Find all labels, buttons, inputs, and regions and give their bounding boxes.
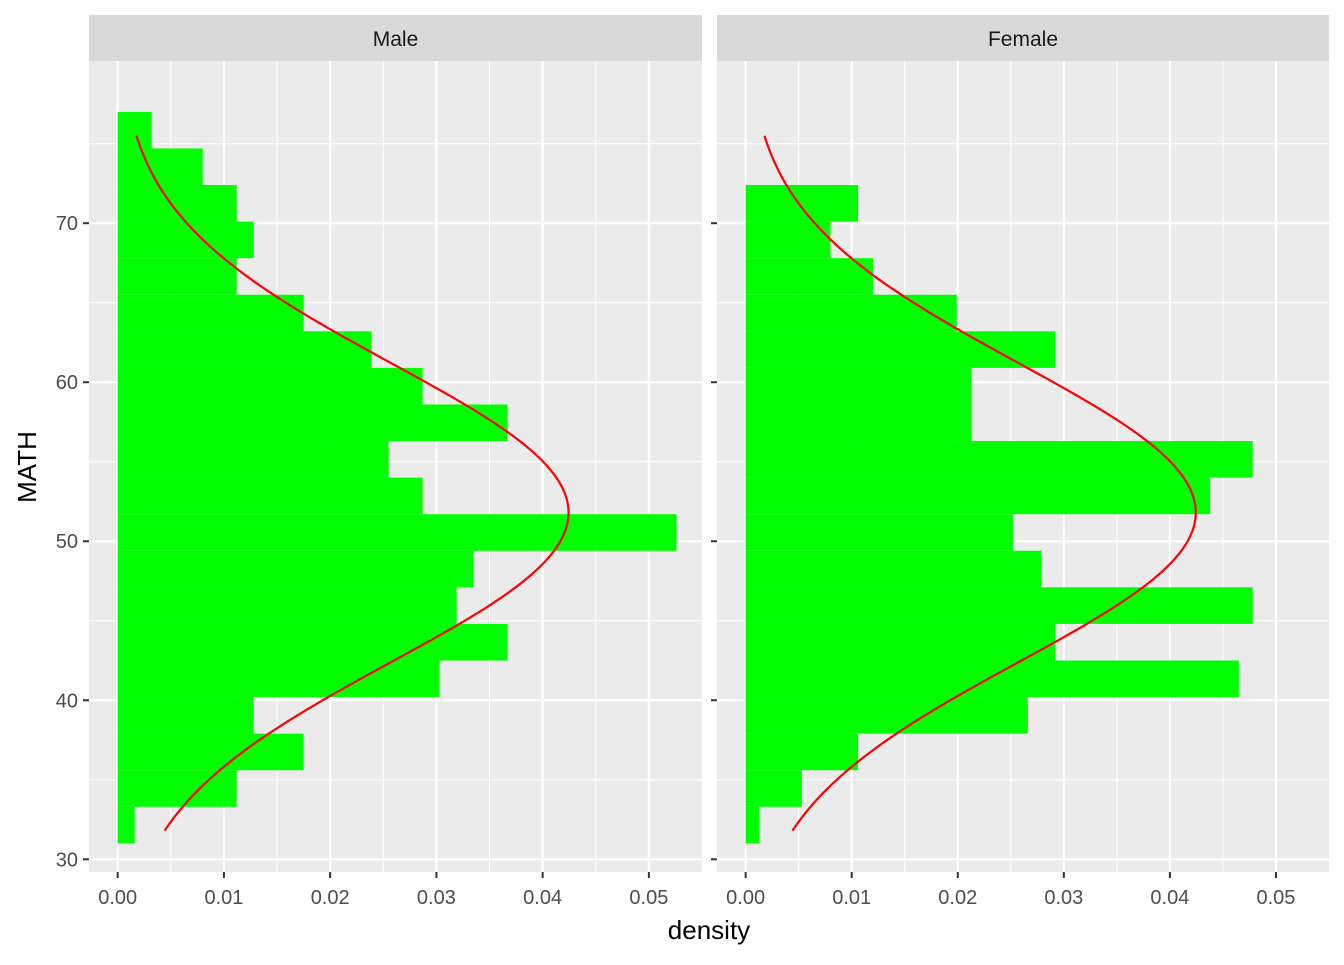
histogram-bar [117, 587, 457, 624]
histogram-bar [745, 623, 1056, 661]
histogram-bar [745, 294, 957, 332]
histogram-bar [117, 550, 474, 588]
histogram-bar [117, 185, 237, 222]
facet-panel-male: Male [89, 15, 702, 872]
histogram-bar [117, 623, 508, 661]
x-tick-label: 0.04 [1150, 887, 1189, 909]
y-tick-label: 30 [56, 849, 78, 871]
facet-strip-label: Female [988, 28, 1058, 51]
x-tick-label: 0.05 [629, 887, 668, 909]
histogram-bar [117, 294, 304, 332]
histogram-bar [117, 733, 304, 771]
histogram-bar [745, 550, 1042, 588]
x-tick-label: 0.00 [98, 887, 137, 909]
histogram-bar [117, 441, 389, 478]
histogram-bar [745, 697, 1028, 734]
axis-layer: 0.00 0.01 0.02 0.03 0.04 0.05 0.00 0.01 0.02 0.03… [56, 213, 1296, 909]
histogram-bar [745, 404, 972, 442]
y-tick-label: 40 [56, 690, 78, 712]
histogram-bar [745, 185, 859, 222]
y-tick-label: 50 [56, 531, 78, 553]
histogram-bar [117, 770, 237, 807]
histogram-bar [745, 733, 859, 771]
histogram-bar [745, 660, 1239, 698]
histogram-bar [117, 148, 203, 186]
x-tick-label: 0.02 [938, 887, 977, 909]
histogram-bar [745, 331, 1056, 368]
histogram-bar [117, 367, 423, 405]
panels-layer: Male Female [89, 15, 1329, 872]
histogram-bar [745, 806, 760, 844]
histogram-bar [745, 587, 1253, 624]
histogram-bar [745, 367, 972, 405]
histogram-bar [745, 221, 831, 259]
facet-strip [717, 15, 1329, 61]
x-tick-label: 0.04 [523, 887, 562, 909]
x-tick-label: 0.03 [1044, 887, 1083, 909]
x-tick-label: 0.05 [1256, 887, 1295, 909]
y-tick-label: 60 [56, 372, 78, 394]
x-tick-label: 0.01 [832, 887, 871, 909]
x-tick-label: 0.02 [311, 887, 350, 909]
facet-strip-label: Male [373, 28, 419, 51]
histogram-bar [117, 258, 237, 295]
histogram-bar [117, 221, 254, 259]
histogram-bar [745, 258, 873, 295]
histogram-bar [117, 404, 508, 442]
histogram-bars [745, 185, 1253, 844]
histogram-bar [117, 331, 372, 368]
histogram-bar [745, 770, 802, 807]
normal-density-curve [763, 135, 1197, 832]
x-axis-title: density [668, 915, 750, 945]
histogram-bars [117, 111, 677, 844]
facet-panel-female: Female [717, 15, 1329, 872]
histogram-bar [745, 441, 1253, 478]
histogram-bar [117, 514, 677, 551]
y-axis-title: MATH [12, 431, 42, 503]
histogram-bar [117, 477, 423, 515]
histogram-bar [117, 697, 254, 734]
x-tick-label: 0.01 [204, 887, 243, 909]
histogram-bar [117, 806, 135, 844]
y-tick-label: 70 [56, 213, 78, 235]
histogram-bar [117, 660, 440, 698]
histogram-bar [745, 477, 1211, 515]
x-tick-label: 0.03 [417, 887, 456, 909]
normal-density-curve [135, 135, 570, 832]
histogram-bar [117, 111, 152, 149]
facet-strip [89, 15, 702, 61]
x-tick-label: 0.00 [726, 887, 765, 909]
histogram-bar [745, 514, 1013, 551]
